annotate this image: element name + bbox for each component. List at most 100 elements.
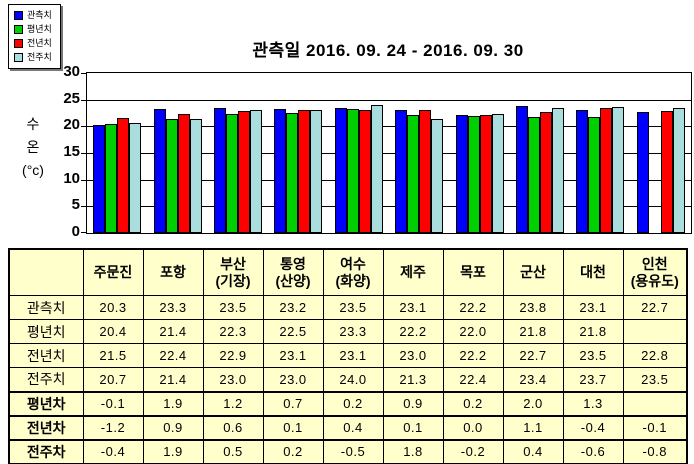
normal-series-swatch-icon bbox=[14, 25, 23, 34]
table-cell: 23.0 bbox=[262, 367, 324, 392]
table-cell: 23.5 bbox=[622, 367, 688, 392]
table-cell: -0.5 bbox=[322, 438, 384, 464]
table-cell: 22.4 bbox=[442, 367, 504, 392]
bar-group-통영(산양) bbox=[268, 73, 328, 233]
table-cell: 1.9 bbox=[142, 438, 204, 464]
table-column-header: 여수 (화양) bbox=[322, 248, 384, 296]
y-axis-title-line: 수 bbox=[26, 116, 40, 132]
table-cell: 0.1 bbox=[382, 414, 444, 440]
table-cell: 21.3 bbox=[382, 367, 444, 392]
gridline-5 bbox=[87, 206, 691, 207]
bar-평년치-주문진 bbox=[105, 124, 118, 233]
y-tickmark-20 bbox=[81, 126, 87, 127]
bar-전년치-대천 bbox=[600, 108, 613, 233]
table-cell: -0.4 bbox=[562, 414, 624, 440]
bar-전주치-군산 bbox=[552, 108, 565, 233]
y-tick-label-30: 30 bbox=[63, 63, 80, 80]
table-row-전주차: 전주차 -0.4 1.9 0.5 0.2 -0.5 1.8 -0.2 0.4 -0.6 -0.8 bbox=[8, 438, 688, 464]
table-cell: 23.5 bbox=[322, 295, 384, 320]
table-cell: 0.4 bbox=[322, 414, 384, 440]
table-cell: 2.0 bbox=[502, 390, 564, 416]
table-cell: 23.2 bbox=[262, 295, 324, 320]
table-column-header: 포항 bbox=[142, 248, 204, 296]
table-cell bbox=[622, 319, 688, 344]
gridline-15 bbox=[87, 153, 691, 154]
bar-전년치-부산(기장) bbox=[238, 111, 251, 233]
y-axis-title-line: 온 bbox=[26, 139, 40, 155]
bar-groups bbox=[87, 73, 691, 233]
table-cell: 21.4 bbox=[142, 319, 204, 344]
bar-관측치-인천(용유도) bbox=[636, 112, 649, 233]
table-corner-cell bbox=[8, 248, 84, 296]
table-cell: 22.0 bbox=[442, 319, 504, 344]
table-cell: 20.7 bbox=[82, 367, 144, 392]
table-cell: 21.5 bbox=[82, 343, 144, 368]
bar-평년치-제주 bbox=[407, 115, 420, 233]
bar-group-목포 bbox=[449, 73, 509, 233]
bar-평년치-포항 bbox=[165, 119, 178, 233]
table-cell: 23.5 bbox=[202, 295, 264, 320]
y-axis-title-line: (°c) bbox=[22, 162, 44, 178]
table-row-label: 평년차 bbox=[8, 390, 84, 416]
y-tickmark-5 bbox=[81, 206, 87, 207]
table-row-label: 전주차 bbox=[8, 438, 84, 464]
bar-전주치-통영(산양) bbox=[310, 110, 323, 233]
table-cell: 22.2 bbox=[442, 295, 504, 320]
table-cell: 22.7 bbox=[622, 295, 688, 320]
table-cell: 22.4 bbox=[142, 343, 204, 368]
table-row-전주치: 전주치 20.7 21.4 23.0 23.0 24.0 21.3 22.4 23.4 23.7 2… bbox=[8, 367, 688, 392]
table-cell: 22.7 bbox=[502, 343, 564, 368]
table-row-label: 전년차 bbox=[8, 414, 84, 440]
legend-label: 전주치 bbox=[27, 52, 52, 62]
bar-평년치-군산 bbox=[528, 117, 541, 233]
y-tickmark-0 bbox=[81, 232, 87, 233]
table-cell: 23.8 bbox=[502, 295, 564, 320]
table-cell: 0.7 bbox=[262, 390, 324, 416]
table-cell bbox=[622, 390, 688, 416]
table-cell: -0.4 bbox=[82, 438, 144, 464]
bar-전주치-제주 bbox=[431, 119, 444, 233]
table-cell: 0.9 bbox=[382, 390, 444, 416]
gridline-25 bbox=[87, 100, 691, 101]
bar-전년치-군산 bbox=[540, 112, 553, 233]
bar-평년치-부산(기장) bbox=[226, 114, 239, 233]
table-row-label: 평년치 bbox=[8, 319, 84, 344]
bar-group-군산 bbox=[510, 73, 570, 233]
table-column-header: 목포 bbox=[442, 248, 504, 296]
gridline-10 bbox=[87, 180, 691, 181]
table-cell: 1.1 bbox=[502, 414, 564, 440]
table-cell: -0.1 bbox=[82, 390, 144, 416]
table-cell: -0.2 bbox=[442, 438, 504, 464]
table-cell: 23.1 bbox=[262, 343, 324, 368]
legend-label: 전년치 bbox=[27, 38, 52, 48]
table-cell: 23.3 bbox=[142, 295, 204, 320]
table-cell: 22.5 bbox=[262, 319, 324, 344]
bar-group-제주 bbox=[389, 73, 449, 233]
table-cell: 1.2 bbox=[202, 390, 264, 416]
table-cell: 23.3 bbox=[322, 319, 384, 344]
y-tick-label-0: 0 bbox=[71, 223, 80, 240]
table-row-평년차: 평년차 -0.1 1.9 1.2 0.7 0.2 0.9 0.2 2.0 1.3 bbox=[8, 390, 688, 416]
bar-전년치-인천(용유도) bbox=[660, 111, 673, 233]
table-cell: 21.8 bbox=[502, 319, 564, 344]
bar-평년치-통영(산양) bbox=[286, 113, 299, 233]
table-cell: 22.2 bbox=[442, 343, 504, 368]
table-row-전년차: 전년차 -1.2 0.9 0.6 0.1 0.4 0.1 0.0 1.1 -0.4 -0.1 bbox=[8, 414, 688, 440]
table-cell: 23.0 bbox=[202, 367, 264, 392]
prev-year-series-swatch-icon bbox=[14, 39, 23, 48]
legend-item-normal: 평년치 bbox=[14, 24, 52, 35]
y-tick-label-15: 15 bbox=[63, 143, 80, 160]
table-cell: 23.0 bbox=[382, 343, 444, 368]
table-cell: 23.7 bbox=[562, 367, 624, 392]
bar-전주치-부산(기장) bbox=[250, 110, 263, 233]
table-cell: 22.9 bbox=[202, 343, 264, 368]
bar-group-대천 bbox=[570, 73, 630, 233]
legend-label: 관측치 bbox=[27, 10, 52, 20]
y-tick-label-10: 10 bbox=[63, 170, 80, 187]
bar-전년치-목포 bbox=[479, 115, 492, 233]
table-cell: 23.1 bbox=[562, 295, 624, 320]
table-row-관측치: 관측치 20.3 23.3 23.5 23.2 23.5 23.1 22.2 23.8 23.1 2… bbox=[8, 295, 688, 320]
table-cell: 0.2 bbox=[322, 390, 384, 416]
table-cell: 0.9 bbox=[142, 414, 204, 440]
bar-관측치-부산(기장) bbox=[214, 108, 227, 233]
